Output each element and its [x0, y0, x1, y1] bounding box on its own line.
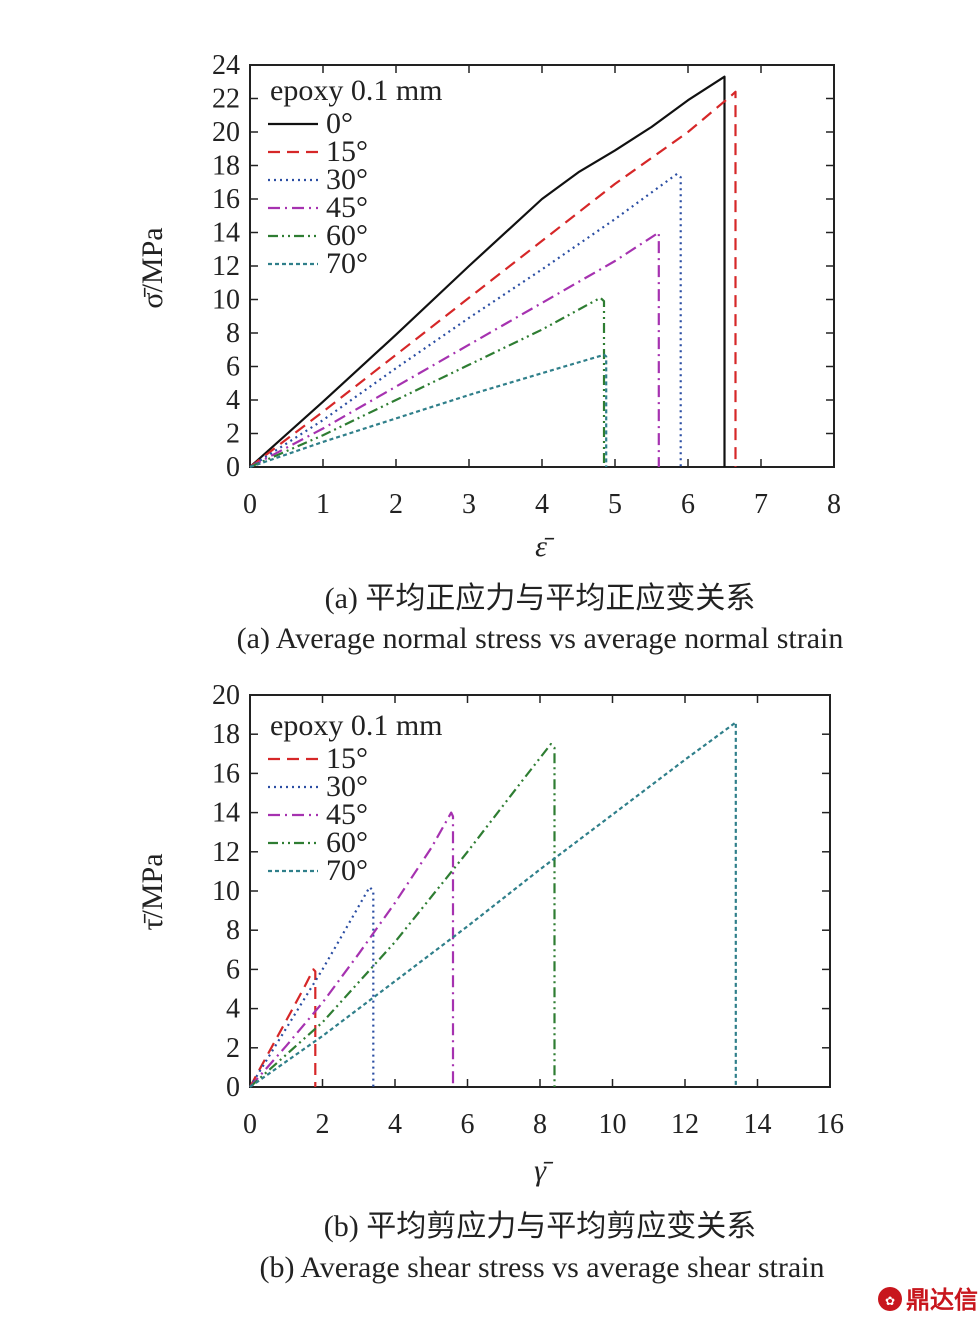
legend-label: 15° [326, 742, 368, 775]
legend-label: 15° [326, 135, 368, 168]
y-tick-label: 4 [226, 994, 240, 1025]
watermark-mark-icon: ✿ [885, 1294, 895, 1308]
x-tick-label: 8 [533, 1109, 547, 1140]
y-tick-label: 8 [226, 915, 240, 946]
x-tick-label: 4 [535, 489, 549, 520]
x-tick-label: 2 [389, 489, 403, 520]
y-tick-label: 0 [226, 452, 240, 483]
x-tick-label: 10 [599, 1109, 627, 1140]
series-group-b [249, 721, 737, 1088]
y-tick-label: 18 [212, 151, 240, 182]
series-group-a [249, 75, 737, 469]
y-tick-label: 20 [212, 680, 240, 711]
legend-label: 60° [326, 219, 368, 252]
legend-title-b: epoxy 0.1 mm [270, 709, 443, 742]
y-tick-label: 0 [226, 1072, 240, 1103]
watermark-text: 鼎达信 [906, 1286, 978, 1314]
y-axis-label-a: σ̄/MPa [136, 227, 169, 308]
series-line-60deg [249, 296, 606, 469]
x-axis-label-a: ε̄ [535, 530, 555, 563]
legend-label: 45° [326, 191, 368, 224]
x-tick-label: 7 [754, 489, 768, 520]
caption-cn-a: (a) 平均正应力与平均正应变关系 [325, 582, 756, 615]
legend-label: 0° [326, 107, 353, 140]
legend-label: 70° [326, 247, 368, 280]
y-tick-label: 20 [212, 117, 240, 148]
y-tick-label: 24 [212, 50, 240, 81]
x-tick-label: 12 [671, 1109, 699, 1140]
legend-b: epoxy 0.1 mm 15°30°45°60°70° [268, 709, 443, 887]
y-tick-label: 6 [226, 352, 240, 383]
series-line-70deg [249, 721, 737, 1088]
y-axis-label-b: τ̄/MPa [136, 853, 169, 930]
x-tick-label: 1 [316, 489, 330, 520]
caption-en-b: (b) Average shear stress vs average shea… [259, 1251, 824, 1284]
x-tick-label: 0 [243, 489, 257, 520]
caption-cn-b: (b) 平均剪应力与平均剪应变关系 [324, 1210, 756, 1243]
x-tick-label: 4 [388, 1109, 402, 1140]
series-line-15deg [249, 90, 737, 468]
x-tick-label: 2 [316, 1109, 330, 1140]
y-tick-label: 10 [212, 285, 240, 316]
x-tick-label: 8 [827, 489, 841, 520]
legend-label: 30° [326, 163, 368, 196]
series-line-15deg [249, 968, 317, 1088]
y-tick-label: 16 [212, 758, 240, 789]
x-tick-label: 6 [461, 1109, 475, 1140]
x-tick-label: 3 [462, 489, 476, 520]
legend-label: 30° [326, 770, 368, 803]
series-line-0deg [249, 75, 726, 468]
x-tick-label: 0 [243, 1109, 257, 1140]
watermark-circle-icon [878, 1287, 902, 1311]
y-tick-label: 12 [212, 251, 240, 282]
y-tick-label: 2 [226, 1033, 240, 1064]
legend-title-a: epoxy 0.1 mm [270, 74, 443, 107]
y-tick-label: 4 [226, 385, 240, 416]
legend-label: 45° [326, 798, 368, 831]
series-line-30deg [249, 885, 375, 1088]
chart-panel-b: 0 2 4 6 8 10 12 14 16 18 20 0 2 4 6 8 10 12 14 16 epoxy 0.1… [136, 680, 844, 1284]
y-tick-label: 12 [212, 837, 240, 868]
x-tick-label: 6 [681, 489, 695, 520]
series-line-45deg [249, 811, 455, 1088]
legend-label: 70° [326, 854, 368, 887]
y-tick-label: 18 [212, 719, 240, 750]
y-tick-label: 16 [212, 184, 240, 215]
y-tick-label: 2 [226, 419, 240, 450]
series-line-30deg [249, 172, 682, 468]
y-tick-label: 10 [212, 876, 240, 907]
x-tick-label: 16 [816, 1109, 844, 1140]
series-line-45deg [249, 231, 660, 468]
x-axis-label-b: γ̄ [534, 1154, 554, 1187]
x-tick-label: 14 [744, 1109, 772, 1140]
legend-label: 60° [326, 826, 368, 859]
y-tick-label: 8 [226, 318, 240, 349]
series-line-70deg [249, 353, 608, 469]
y-tick-label: 14 [212, 218, 240, 249]
watermark-logo: ✿ 鼎达信 [878, 1286, 978, 1314]
x-tick-label: 5 [608, 489, 622, 520]
y-tick-label: 14 [212, 798, 240, 829]
y-tick-label: 22 [212, 84, 240, 115]
caption-en-a: (a) Average normal stress vs average nor… [237, 622, 844, 655]
y-tick-label: 6 [226, 954, 240, 985]
series-line-60deg [249, 742, 556, 1088]
legend-a: epoxy 0.1 mm 0°15°30°45°60°70° [268, 74, 443, 280]
axis-ticks-b: 0 2 4 6 8 10 12 14 16 18 20 0 2 4 6 8 10 12 14 16 [212, 680, 844, 1140]
